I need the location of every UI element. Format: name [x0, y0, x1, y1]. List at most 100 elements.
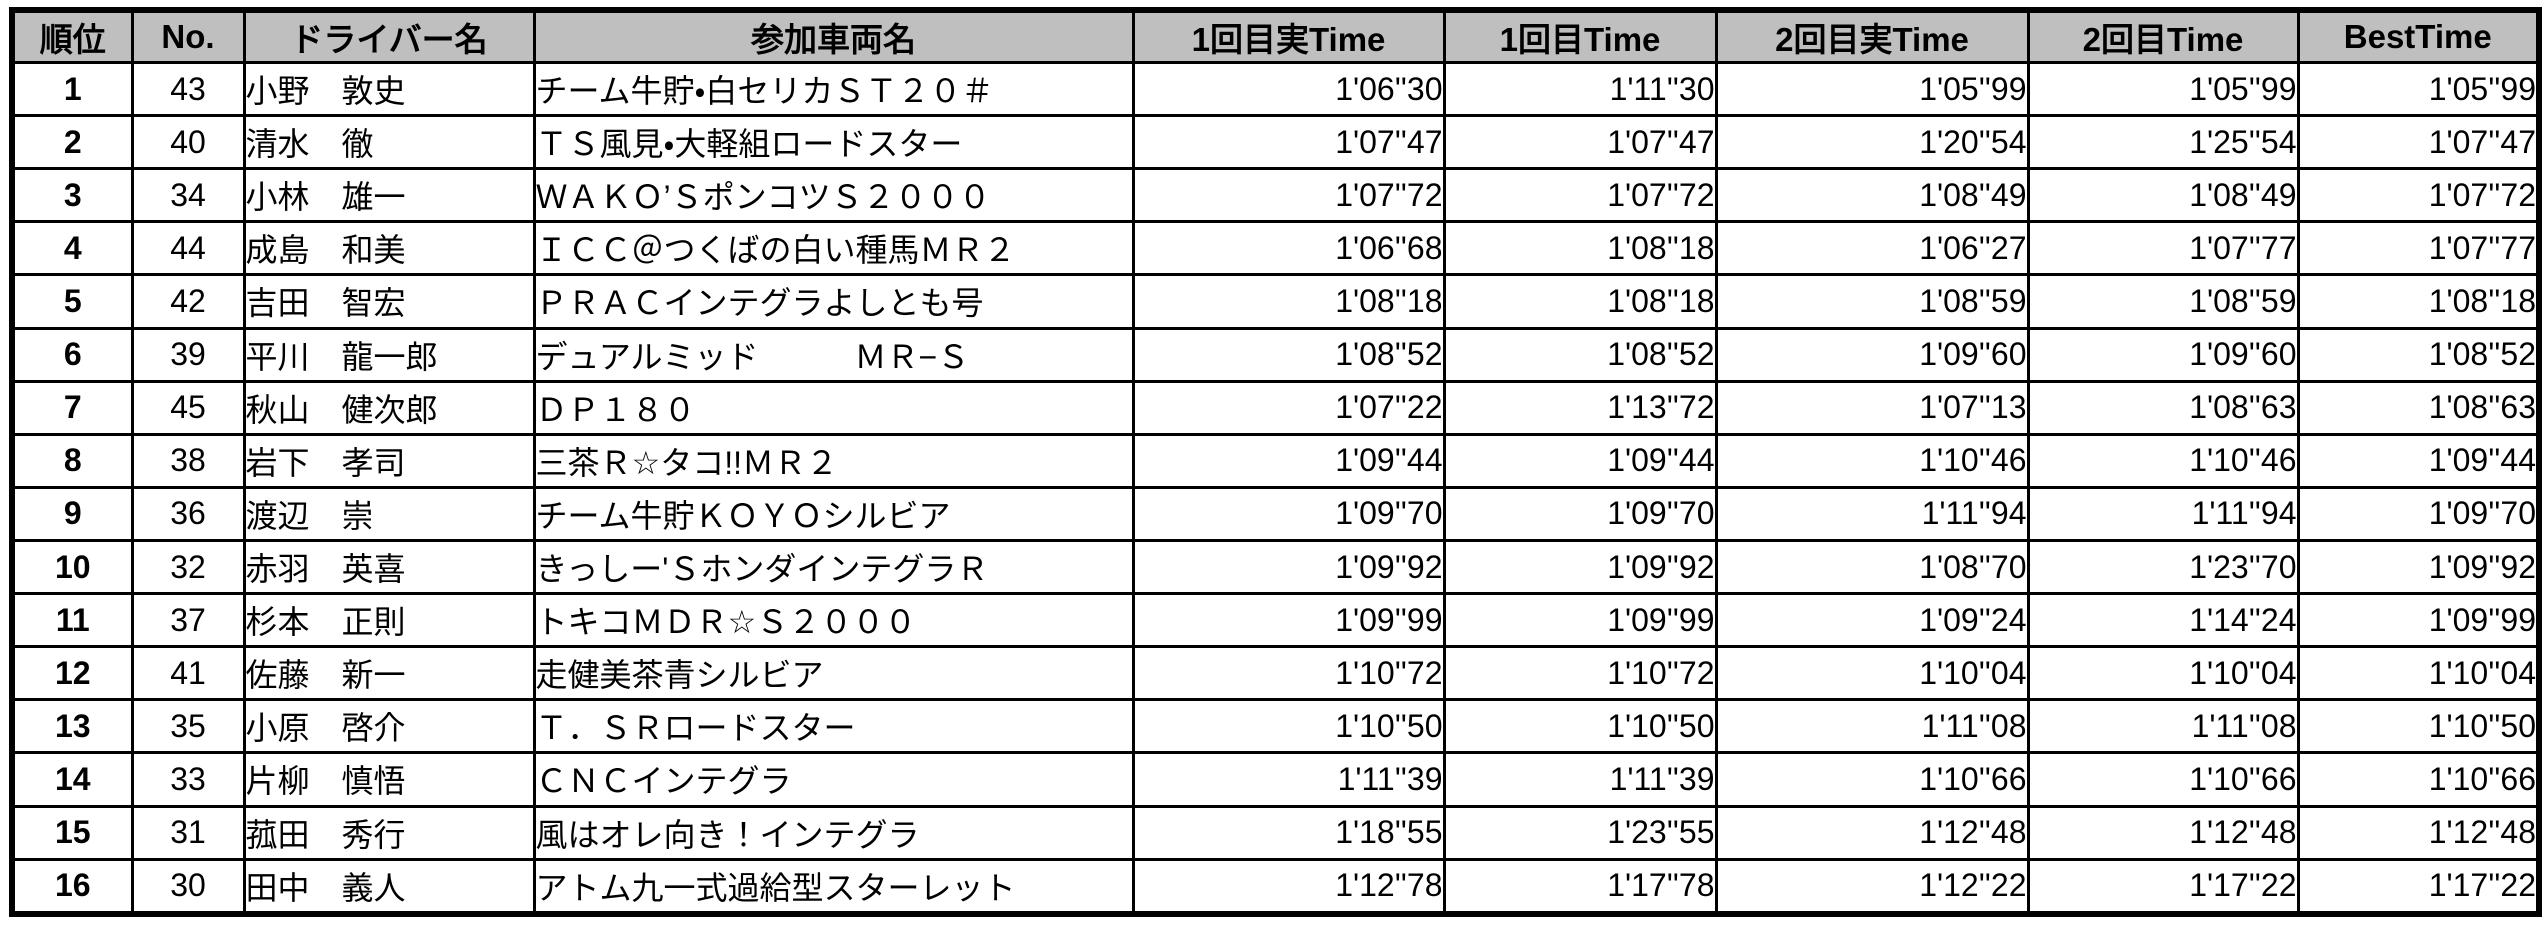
table-header: 順位 No. ドライバー名 参加車両名 1回目実Time 1回目Time 2回目実Time 2…	[10, 8, 2541, 64]
car-number-cell: 44	[130, 220, 246, 277]
vehicle-name-cell: アトム九一式過給型スターレット	[532, 857, 1135, 916]
table-row: 15 31 菰田 秀行 風はオレ向き！インテグラ 1'18''55 1'23''55 1'1…	[10, 804, 2541, 861]
vehicle-name-cell: 走健美茶青シルビア	[532, 645, 1135, 702]
column-header-run2: 2回目Time	[2026, 8, 2300, 64]
run2-time-cell: 1'09''60	[2026, 326, 2300, 383]
rank-cell: 11	[10, 592, 134, 649]
run1-time-cell: 1'13''72	[1442, 379, 1718, 436]
run2-time-cell: 1'10''46	[2026, 432, 2300, 489]
vehicle-name-cell: チーム牛貯ＫＯＹＯシルビア	[532, 485, 1135, 542]
results-sheet: 順位 No. ドライバー名 参加車両名 1回目実Time 1回目Time 2回目実Time 2…	[9, 7, 2542, 917]
run1-time-cell: 1'23''55	[1442, 804, 1718, 861]
run2-time-cell: 1'08''49	[2026, 167, 2300, 224]
car-number-cell: 31	[130, 804, 246, 861]
run1-actual-time-cell: 1'06''68	[1131, 220, 1446, 277]
run1-time-cell: 1'10''72	[1442, 645, 1718, 702]
car-number-cell: 40	[130, 114, 246, 171]
run2-actual-time-cell: 1'10''04	[1714, 645, 2030, 702]
run2-actual-time-cell: 1'12''48	[1714, 804, 2030, 861]
run1-time-cell: 1'09''99	[1442, 592, 1718, 649]
run2-actual-time-cell: 1'05''99	[1714, 60, 2030, 118]
best-time-cell: 1'12''48	[2296, 804, 2541, 861]
run1-actual-time-cell: 1'08''52	[1131, 326, 1446, 383]
table-row: 14 33 片柳 慎悟 ＣＮＣインテグラ 1'11''39 1'11''39 1'10''6…	[10, 751, 2541, 808]
driver-name-cell: 杉本 正則	[242, 592, 536, 649]
run1-time-cell: 1'10''50	[1442, 698, 1718, 755]
vehicle-name-cell: ＷＡＫＯ’ＳポンコツＳ２０００	[532, 167, 1135, 224]
best-time-cell: 1'07''77	[2296, 220, 2541, 277]
best-time-cell: 1'08''18	[2296, 273, 2541, 330]
driver-name-cell: 秋山 健次郎	[242, 379, 536, 436]
run1-time-cell: 1'11''39	[1442, 751, 1718, 808]
column-header-run1: 1回目Time	[1442, 8, 1718, 64]
rank-cell: 3	[10, 167, 134, 224]
run1-time-cell: 1'09''92	[1442, 538, 1718, 596]
vehicle-name-cell: デュアルミッド ＭＲ−Ｓ	[532, 326, 1135, 383]
vehicle-name-cell: きっしー'ＳホンダインテグラＲ	[532, 538, 1135, 596]
run1-time-cell: 1'08''18	[1442, 273, 1718, 330]
car-number-cell: 41	[130, 645, 246, 702]
best-time-cell: 1'09''70	[2296, 485, 2541, 542]
run2-actual-time-cell: 1'08''70	[1714, 538, 2030, 596]
run1-actual-time-cell: 1'09''92	[1131, 538, 1446, 596]
rank-cell: 1	[10, 60, 134, 118]
table-row: 4 44 成島 和美 ＩＣＣ＠つくばの白い種馬ＭＲ２ 1'06''68 1'08''18 1…	[10, 220, 2541, 277]
driver-name-cell: 佐藤 新一	[242, 645, 536, 702]
best-time-cell: 1'08''52	[2296, 326, 2541, 383]
run2-time-cell: 1'23''70	[2026, 538, 2300, 596]
best-time-cell: 1'10''50	[2296, 698, 2541, 755]
table-row: 3 34 小林 雄一 ＷＡＫＯ’ＳポンコツＳ２０００ 1'07''72 1'07''72 1…	[10, 167, 2541, 224]
rank-cell: 5	[10, 273, 134, 330]
column-header-best: BestTime	[2296, 8, 2541, 64]
rank-cell: 15	[10, 804, 134, 861]
table-row: 12 41 佐藤 新一 走健美茶青シルビア 1'10''72 1'10''72 1'10''…	[10, 645, 2541, 702]
column-header-rank: 順位	[10, 8, 134, 64]
car-number-cell: 37	[130, 592, 246, 649]
run2-time-cell: 1'10''04	[2026, 645, 2300, 702]
driver-name-cell: 成島 和美	[242, 220, 536, 277]
time-attack-results-table: 順位 No. ドライバー名 参加車両名 1回目実Time 1回目Time 2回目実Time 2…	[9, 7, 2542, 917]
car-number-cell: 35	[130, 698, 246, 755]
run2-time-cell: 1'11''08	[2026, 698, 2300, 755]
best-time-cell: 1'10''66	[2296, 751, 2541, 808]
run2-actual-time-cell: 1'11''08	[1714, 698, 2030, 755]
driver-name-cell: 小原 啓介	[242, 698, 536, 755]
run1-actual-time-cell: 1'10''72	[1131, 645, 1446, 702]
vehicle-name-cell: 風はオレ向き！インテグラ	[532, 804, 1135, 861]
vehicle-name-cell: トキコＭＤＲ☆Ｓ２０００	[532, 592, 1135, 649]
driver-name-cell: 菰田 秀行	[242, 804, 536, 861]
table-row: 1 43 小野 敦史 チーム牛貯・白セリカＳＴ２０＃ 1'06''30 1'11''30 1…	[10, 60, 2541, 118]
driver-name-cell: 吉田 智宏	[242, 273, 536, 330]
run1-actual-time-cell: 1'11''39	[1131, 751, 1446, 808]
run2-actual-time-cell: 1'08''49	[1714, 167, 2030, 224]
run1-actual-time-cell: 1'07''72	[1131, 167, 1446, 224]
driver-name-cell: 小野 敦史	[242, 60, 536, 118]
vehicle-name-cell: ＣＮＣインテグラ	[532, 751, 1135, 808]
run2-actual-time-cell: 1'08''59	[1714, 273, 2030, 330]
rank-cell: 2	[10, 114, 134, 171]
run1-time-cell: 1'07''72	[1442, 167, 1718, 224]
run2-actual-time-cell: 1'07''13	[1714, 379, 2030, 436]
run2-actual-time-cell: 1'09''60	[1714, 326, 2030, 383]
run2-actual-time-cell: 1'09''24	[1714, 592, 2030, 649]
rank-cell: 6	[10, 326, 134, 383]
run2-actual-time-cell: 1'20''54	[1714, 114, 2030, 171]
driver-name-cell: 小林 雄一	[242, 167, 536, 224]
rank-cell: 12	[10, 645, 134, 702]
driver-name-cell: 赤羽 英喜	[242, 538, 536, 596]
driver-name-cell: 田中 義人	[242, 857, 536, 916]
run1-actual-time-cell: 1'10''50	[1131, 698, 1446, 755]
run1-actual-time-cell: 1'07''47	[1131, 114, 1446, 171]
driver-name-cell: 平川 龍一郎	[242, 326, 536, 383]
run2-actual-time-cell: 1'12''22	[1714, 857, 2030, 916]
run2-time-cell: 1'11''94	[2026, 485, 2300, 542]
table-row: 10 32 赤羽 英喜 きっしー'ＳホンダインテグラＲ 1'09''92 1'09''92…	[10, 538, 2541, 596]
car-number-cell: 45	[130, 379, 246, 436]
best-time-cell: 1'17''22	[2296, 857, 2541, 916]
run2-time-cell: 1'07''77	[2026, 220, 2300, 277]
best-time-cell: 1'07''72	[2296, 167, 2541, 224]
car-number-cell: 33	[130, 751, 246, 808]
rank-cell: 4	[10, 220, 134, 277]
column-header-driver: ドライバー名	[242, 8, 536, 64]
vehicle-name-cell: ＰＲＡＣインテグラよしとも号	[532, 273, 1135, 330]
